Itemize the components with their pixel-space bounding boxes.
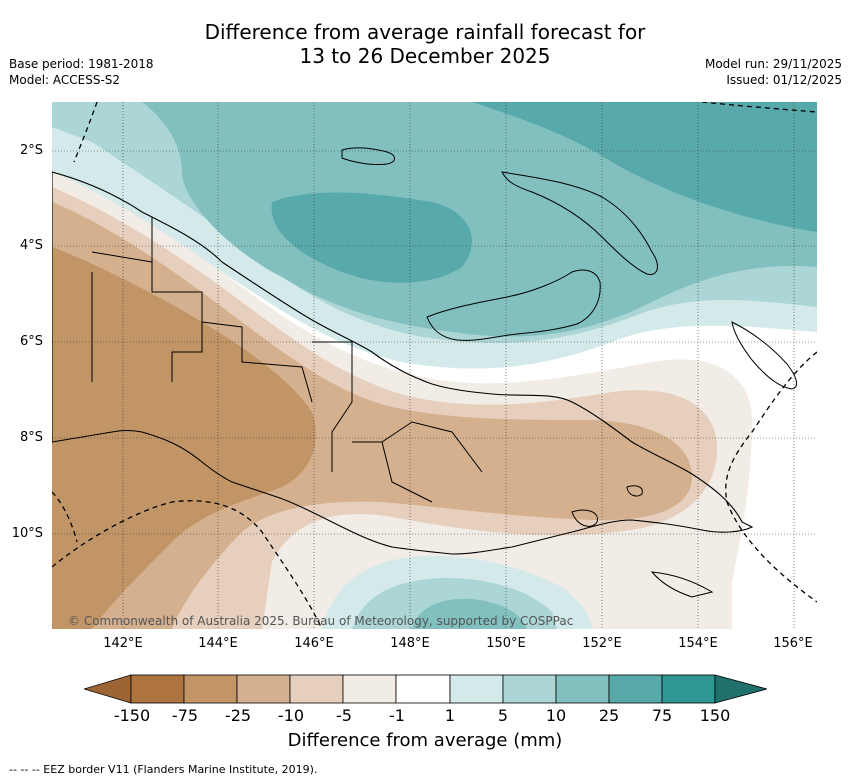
issued-date: Issued: 01/12/2025 [726,73,842,87]
d-entrecasteaux [571,509,598,527]
lon-label: 146°E [294,636,334,651]
band-pos-25 [472,102,817,232]
colorbar-extend-low [84,674,132,704]
lat-label: 8°S [19,430,43,445]
colorbar-tick: -25 [224,706,252,725]
rainfall-map [52,102,817,629]
lon-label: 144°E [198,636,238,651]
lon-label: 150°E [486,636,526,651]
province-borders [91,217,483,503]
lat-label: 4°S [19,238,43,253]
colorbar-segment [289,674,344,704]
eez-footnote: -- -- -- EEZ border V11 (Flanders Marine… [9,763,318,776]
chart-title: Difference from average rainfall forecas… [0,20,850,68]
colorbar-segment [449,674,504,704]
manus [341,147,395,165]
lon-label: 154°E [678,636,718,651]
lon-label: 152°E [582,636,622,651]
new-ireland [501,171,658,276]
colorbar-segment [342,674,397,704]
colorbar-segment [555,674,610,704]
lat-label: 10°S [11,526,43,541]
colorbar-segment [236,674,291,704]
band-pos-south-4 [412,598,527,629]
colorbar-segment [395,674,451,704]
lat-label: 2°S [19,143,43,158]
colorbar-segment [183,674,238,704]
title-line-1: Difference from average rainfall forecas… [204,20,646,44]
title-line-2: 13 to 26 December 2025 [299,44,551,68]
colorbar-tick: -1 [389,706,405,725]
colorbar-tick: -10 [277,706,305,725]
lon-label: 148°E [390,636,430,651]
colorbar-tick: 5 [497,706,509,725]
colorbar-segment [130,674,185,704]
colorbar-tick: 75 [651,706,673,725]
colorbar [84,674,767,704]
colorbar-segment [502,674,557,704]
model-run: Model run: 29/11/2025 [704,57,842,71]
colorbar-segment [608,674,663,704]
eez-borders [52,102,817,629]
lat-label: 6°S [19,334,43,349]
colorbar-tick: 10 [545,706,567,725]
colorbar-tick: -5 [336,706,352,725]
model-name: Model: ACCESS-S2 [9,73,121,87]
trobriand [626,485,643,497]
colorbar-tick: 1 [444,706,456,725]
colorbar-tick: -150 [113,706,151,725]
colorbar-extend-high [714,674,767,704]
band-neg-10 [52,202,692,629]
colorbar-tick: 25 [598,706,620,725]
band-neg-25 [52,247,316,629]
meta-left: Base period: 1981-2018 Model: ACCESS-S2 [9,56,154,88]
islands [341,147,798,598]
new-britain [426,269,601,341]
bougainville [731,321,798,390]
meta-right: Model run: 29/11/2025 Issued: 01/12/2025 [705,56,842,88]
png-coastline [52,171,754,555]
lon-label: 142°E [103,636,143,651]
band-pos-25-inner [271,192,472,283]
colorbar-segment [661,674,716,704]
lon-label: 156°E [773,636,813,651]
gridlines [52,102,817,629]
colorbar-label: Difference from average (mm) [287,730,563,751]
colorbar-tick: 150 [699,706,731,725]
map-copyright: © Commonwealth of Australia 2025. Bureau… [68,614,574,628]
louisiade [650,571,714,598]
base-period: Base period: 1981-2018 [9,57,154,71]
colorbar-tick: -75 [171,706,199,725]
